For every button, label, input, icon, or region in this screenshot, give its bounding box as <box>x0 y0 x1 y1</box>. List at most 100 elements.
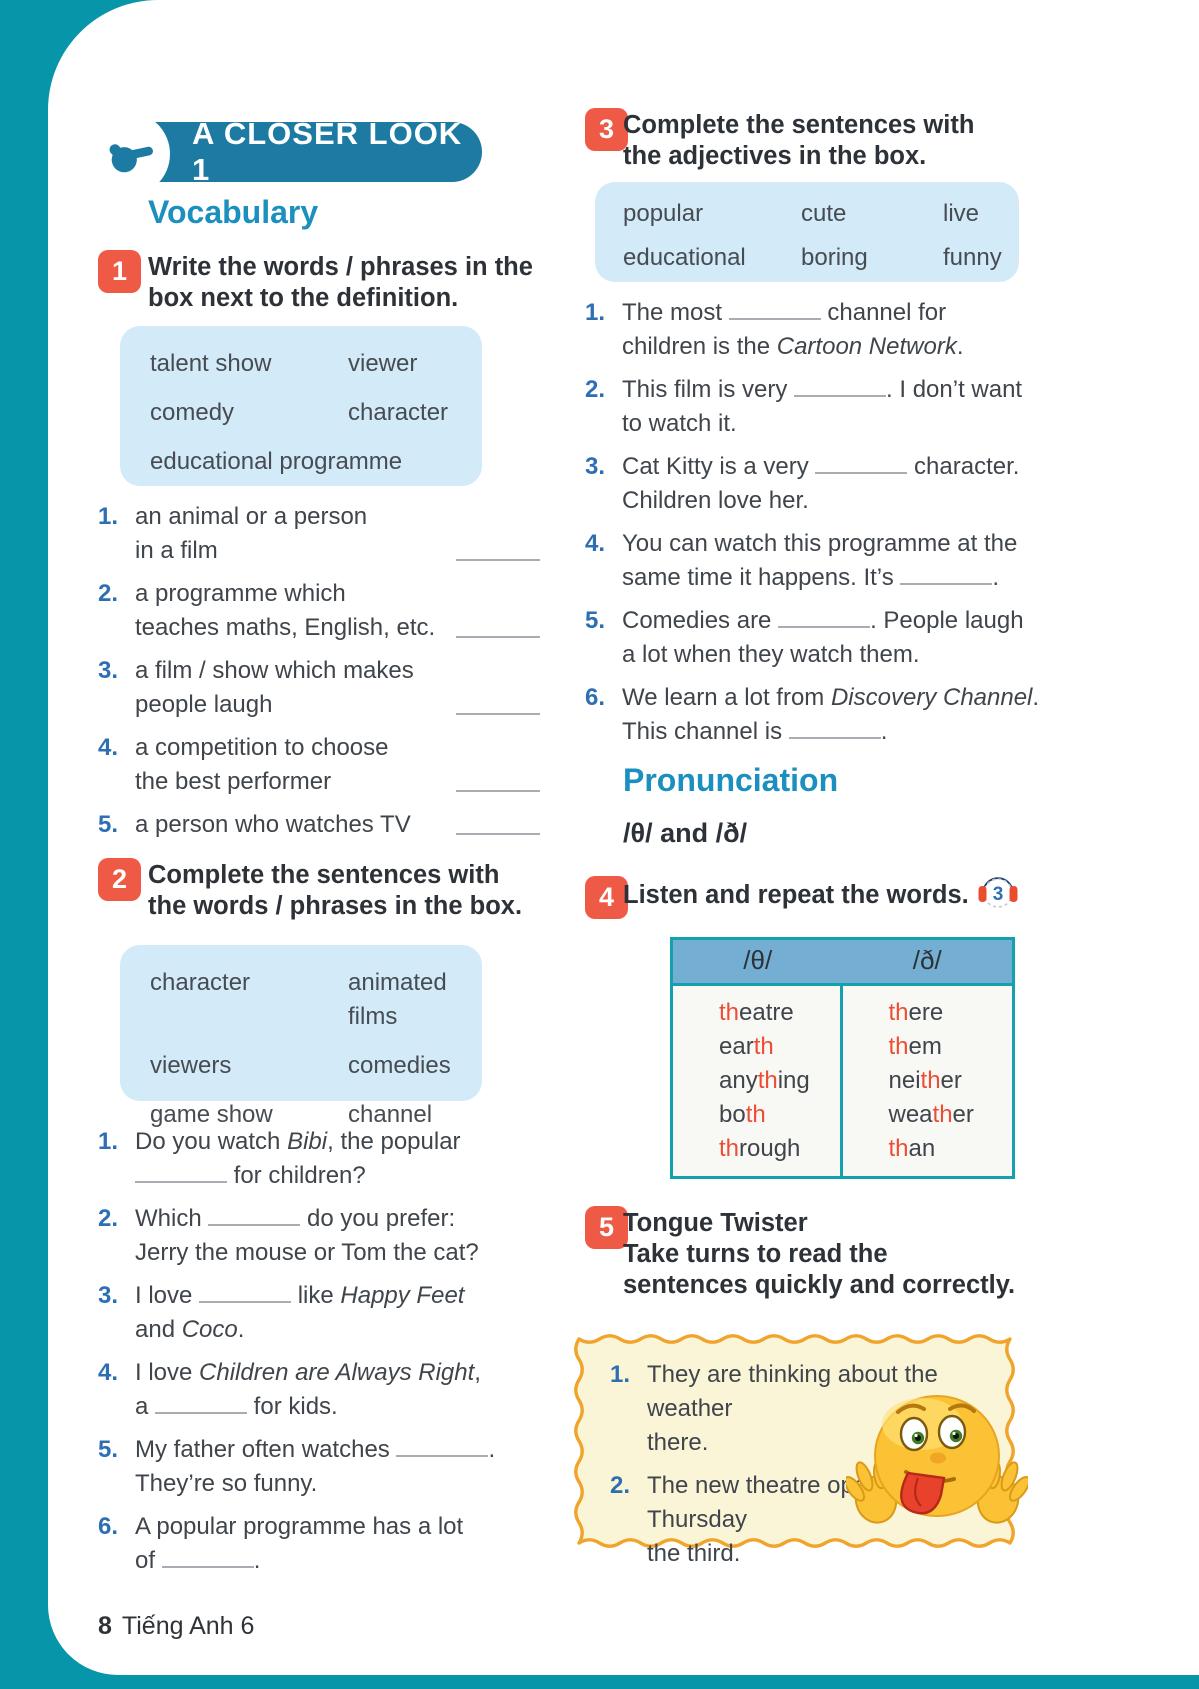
exercise-3-badge: 3 <box>585 108 628 151</box>
exercise-item: 3. Cat Kitty is a very character. Children… <box>585 450 1055 518</box>
text-run: They’re so funny. <box>135 1470 318 1497</box>
box-word: comedy <box>150 399 235 426</box>
text-run: A popular programme has a lot <box>135 1513 464 1540</box>
text-line: a for kids. <box>135 1390 550 1424</box>
text-line: them <box>889 1030 1013 1064</box>
highlighted-th: th <box>719 999 740 1026</box>
text-run: . <box>880 718 888 745</box>
text-run: Which <box>135 1205 209 1232</box>
pronunciation-table-header: /θ/ /ð/ <box>673 940 1012 986</box>
exercise-item: 5. a person who watches TV <box>98 808 540 842</box>
text-run: wea <box>888 1101 933 1128</box>
box-word: character <box>150 969 251 996</box>
item-number: 6. <box>98 1513 119 1540</box>
text-run: . <box>1032 684 1040 711</box>
exercise-2-badge: 2 <box>98 858 141 901</box>
item-text: an animal or a person in a film <box>135 500 445 568</box>
text-run: same time it happens. It’s <box>622 564 901 591</box>
text-line: neither <box>889 1064 1013 1098</box>
text-line: a programme which <box>135 577 445 611</box>
item-number: 3. <box>585 453 606 480</box>
text-line: Which do you prefer: <box>135 1202 550 1236</box>
text-run: of <box>135 1547 162 1574</box>
item-number: 4. <box>585 530 606 557</box>
blank-line <box>788 721 881 739</box>
text-line: children is the Cartoon Network. <box>622 330 1055 364</box>
item-number: 5. <box>98 1436 119 1463</box>
text-run: a <box>135 1393 156 1420</box>
box-word: comedies <box>348 1052 451 1079</box>
exercise-item: 6. We learn a lot from Discovery Channel.… <box>585 681 1055 749</box>
text-line: Children love her. <box>622 484 1055 518</box>
text-line: the best performer <box>135 765 445 799</box>
title-line: Take turns to read the <box>623 1240 888 1268</box>
blank-line <box>396 1439 489 1457</box>
text-line: same time it happens. It’s . <box>622 561 1055 595</box>
text-run: . I don’t want <box>886 376 1023 403</box>
answer-blank-line <box>456 628 540 638</box>
headphones-icon: 3 <box>978 877 1018 908</box>
section-banner: A CLOSER LOOK 1 <box>130 116 482 187</box>
text-run: nei <box>888 1067 921 1094</box>
text-run: . People laugh <box>870 607 1024 634</box>
exercise-item: 2. This film is very . I don’t want to wat… <box>585 373 1055 441</box>
exercise-item: 6. A popular programme has a lot of . <box>98 1510 550 1578</box>
exercise-item: 2. a programme which teaches maths, Englis… <box>98 577 540 645</box>
text-line: earth <box>719 1030 840 1064</box>
item-text: a competition to choose the best performe… <box>135 731 445 799</box>
text-line: for children? <box>135 1159 550 1193</box>
text-line: I love Children are Always Right, <box>135 1356 550 1390</box>
box-word: educational programme <box>150 448 403 475</box>
exercise-1-list: 1. an animal or a person in a film 2. a prog… <box>98 500 540 851</box>
text-line: They are thinking about the weather <box>647 1358 1008 1426</box>
item-text: a film / show which makes people laugh <box>135 654 445 722</box>
text-line: weather <box>889 1098 1013 1132</box>
exercise-item: 4. a competition to choose the best perfor… <box>98 731 540 799</box>
text-run: . <box>992 564 1000 591</box>
pronunciation-heading: Pronunciation <box>623 762 839 798</box>
text-line: there. <box>647 1426 1008 1460</box>
text-run: . <box>488 1436 496 1463</box>
blank-line <box>728 302 821 320</box>
text-line: the third. <box>647 1537 1008 1571</box>
item-number: 1. <box>98 503 119 530</box>
box-word: popular <box>623 200 704 227</box>
item-number: 2. <box>610 1472 631 1499</box>
answer-blank-line <box>456 825 540 835</box>
text-run: people laugh <box>135 691 273 718</box>
blank-line <box>199 1285 292 1303</box>
text-line: anything <box>719 1064 840 1098</box>
exercise-item: 1. Do you watch Bibi, the popular for chi… <box>98 1125 550 1193</box>
box-word: viewer <box>348 350 418 377</box>
text-run: The most <box>622 299 729 326</box>
highlighted-th: th <box>888 999 909 1026</box>
exercise-3-word-box: popular cute live educational boring funny <box>595 182 1019 282</box>
answer-blank-line <box>456 551 540 561</box>
title-line: the adjectives in the box. <box>623 142 927 170</box>
text-run: This channel is <box>622 718 789 745</box>
text-run: They are thinking about the weather <box>647 1361 938 1422</box>
exercise-item: 3. I love like Happy Feet and Coco. <box>98 1279 550 1347</box>
text-run: a competition to choose <box>135 734 389 761</box>
highlighted-th: th <box>888 1135 909 1162</box>
italic-title-text: Children are Always Right <box>199 1359 475 1386</box>
text-line: both <box>719 1098 840 1132</box>
exercise-4-badge: 4 <box>585 876 628 919</box>
text-line: there <box>889 996 1013 1030</box>
exercise-item: 5. Comedies are . People laugh a lot when … <box>585 604 1055 672</box>
item-text: A popular programme has a lot of . <box>135 1510 550 1578</box>
item-number: 4. <box>98 1359 119 1386</box>
ipa-header: /ð/ <box>912 945 942 975</box>
text-run: . <box>237 1316 245 1343</box>
item-text: Which do you prefer: Jerry the mouse or T… <box>135 1202 550 1270</box>
highlighted-th: th <box>932 1101 953 1128</box>
text-line: people laugh <box>135 688 445 722</box>
box-word: boring <box>801 244 868 271</box>
highlighted-th: th <box>757 1067 778 1094</box>
text-line: a lot when they watch them. <box>622 638 1055 672</box>
box-word: game show <box>150 1101 273 1128</box>
text-run: and <box>135 1316 182 1343</box>
text-line: in a film <box>135 534 445 568</box>
title-line: sentences quickly and correctly. <box>623 1271 1016 1299</box>
